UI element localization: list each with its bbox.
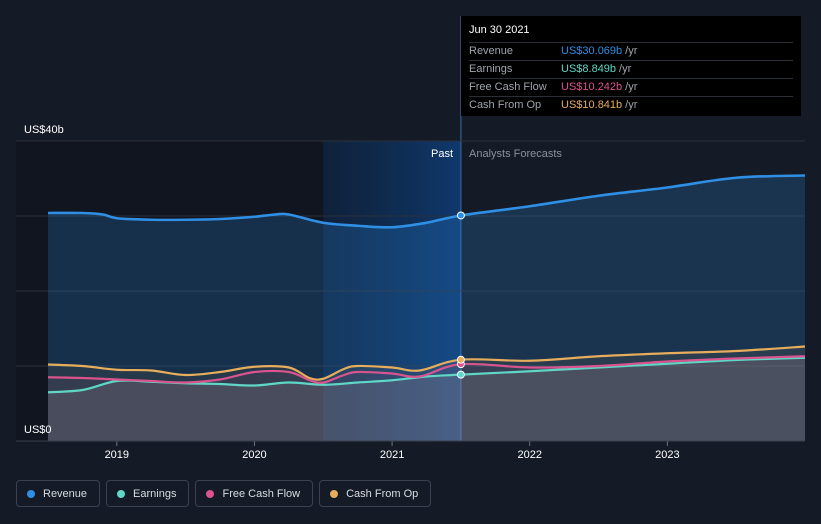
- legend-label: Earnings: [133, 487, 177, 500]
- tooltip-row-revenue: Revenue US$30.069b /yr: [469, 42, 793, 60]
- forecast-label: Analysts Forecasts: [469, 148, 562, 160]
- legend-label: Cash From Op: [346, 487, 419, 500]
- legend-label: Revenue: [43, 487, 88, 500]
- point-earnings: [456, 370, 465, 379]
- legend-dot-icon: [330, 489, 339, 498]
- tooltip-row-earnings: Earnings US$8.849b /yr: [469, 60, 793, 78]
- tooltip-label: Earnings: [469, 63, 513, 75]
- x-tick-label: 2021: [380, 449, 404, 461]
- tooltip-label: Cash From Op: [469, 99, 542, 111]
- line-cash-from-op: [47, 345, 806, 381]
- tooltip-value: US$10.242b: [561, 81, 623, 93]
- tooltip-unit: /yr: [619, 63, 632, 75]
- x-tick-label: 2019: [105, 449, 129, 461]
- legend: Revenue Earnings Free Cash Flow Cash Fro…: [16, 480, 432, 507]
- tooltip-unit: /yr: [625, 81, 638, 93]
- legend-item-free-cash-flow[interactable]: Free Cash Flow: [195, 480, 314, 507]
- tooltip-row-cash-from-op: Cash From Op US$10.841b /yr: [469, 96, 793, 114]
- area-free-cash-flow: [48, 356, 805, 441]
- x-tick-label: 2022: [517, 449, 541, 461]
- area-earnings: [48, 357, 805, 441]
- point-revenue: [456, 211, 465, 220]
- line-revenue: [47, 174, 806, 229]
- tooltip-unit: /yr: [625, 45, 638, 57]
- tooltip-value: US$30.069b: [561, 45, 623, 57]
- x-tick-label: 2020: [242, 449, 266, 461]
- x-tick-label: 2023: [655, 449, 679, 461]
- past-label: Past: [431, 148, 453, 160]
- legend-item-revenue[interactable]: Revenue: [16, 480, 101, 507]
- tooltip-label: Revenue: [469, 45, 514, 57]
- y-axis-bottom-label: US$0: [24, 424, 52, 436]
- legend-dot-icon: [206, 489, 215, 498]
- tooltip-label: Free Cash Flow: [469, 81, 547, 93]
- legend-dot-icon: [27, 489, 35, 498]
- tooltip-row-free-cash-flow: Free Cash Flow US$10.242b /yr: [469, 78, 793, 96]
- legend-item-cash-from-op[interactable]: Cash From Op: [319, 480, 432, 507]
- line-free-cash-flow: [47, 355, 806, 384]
- tooltip-date: Jun 30 2021: [469, 24, 530, 36]
- legend-label: Free Cash Flow: [222, 487, 301, 500]
- point-cash-from-op: [456, 355, 465, 364]
- legend-item-earnings[interactable]: Earnings: [106, 480, 190, 507]
- tooltip-value: US$8.849b: [561, 63, 617, 75]
- tooltip: Jun 30 2021 Revenue US$30.069b /yr Earni…: [461, 16, 801, 116]
- y-axis-top-label: US$40b: [24, 124, 64, 136]
- tooltip-value: US$10.841b: [561, 99, 623, 111]
- legend-dot-icon: [117, 489, 126, 498]
- tooltip-unit: /yr: [625, 99, 638, 111]
